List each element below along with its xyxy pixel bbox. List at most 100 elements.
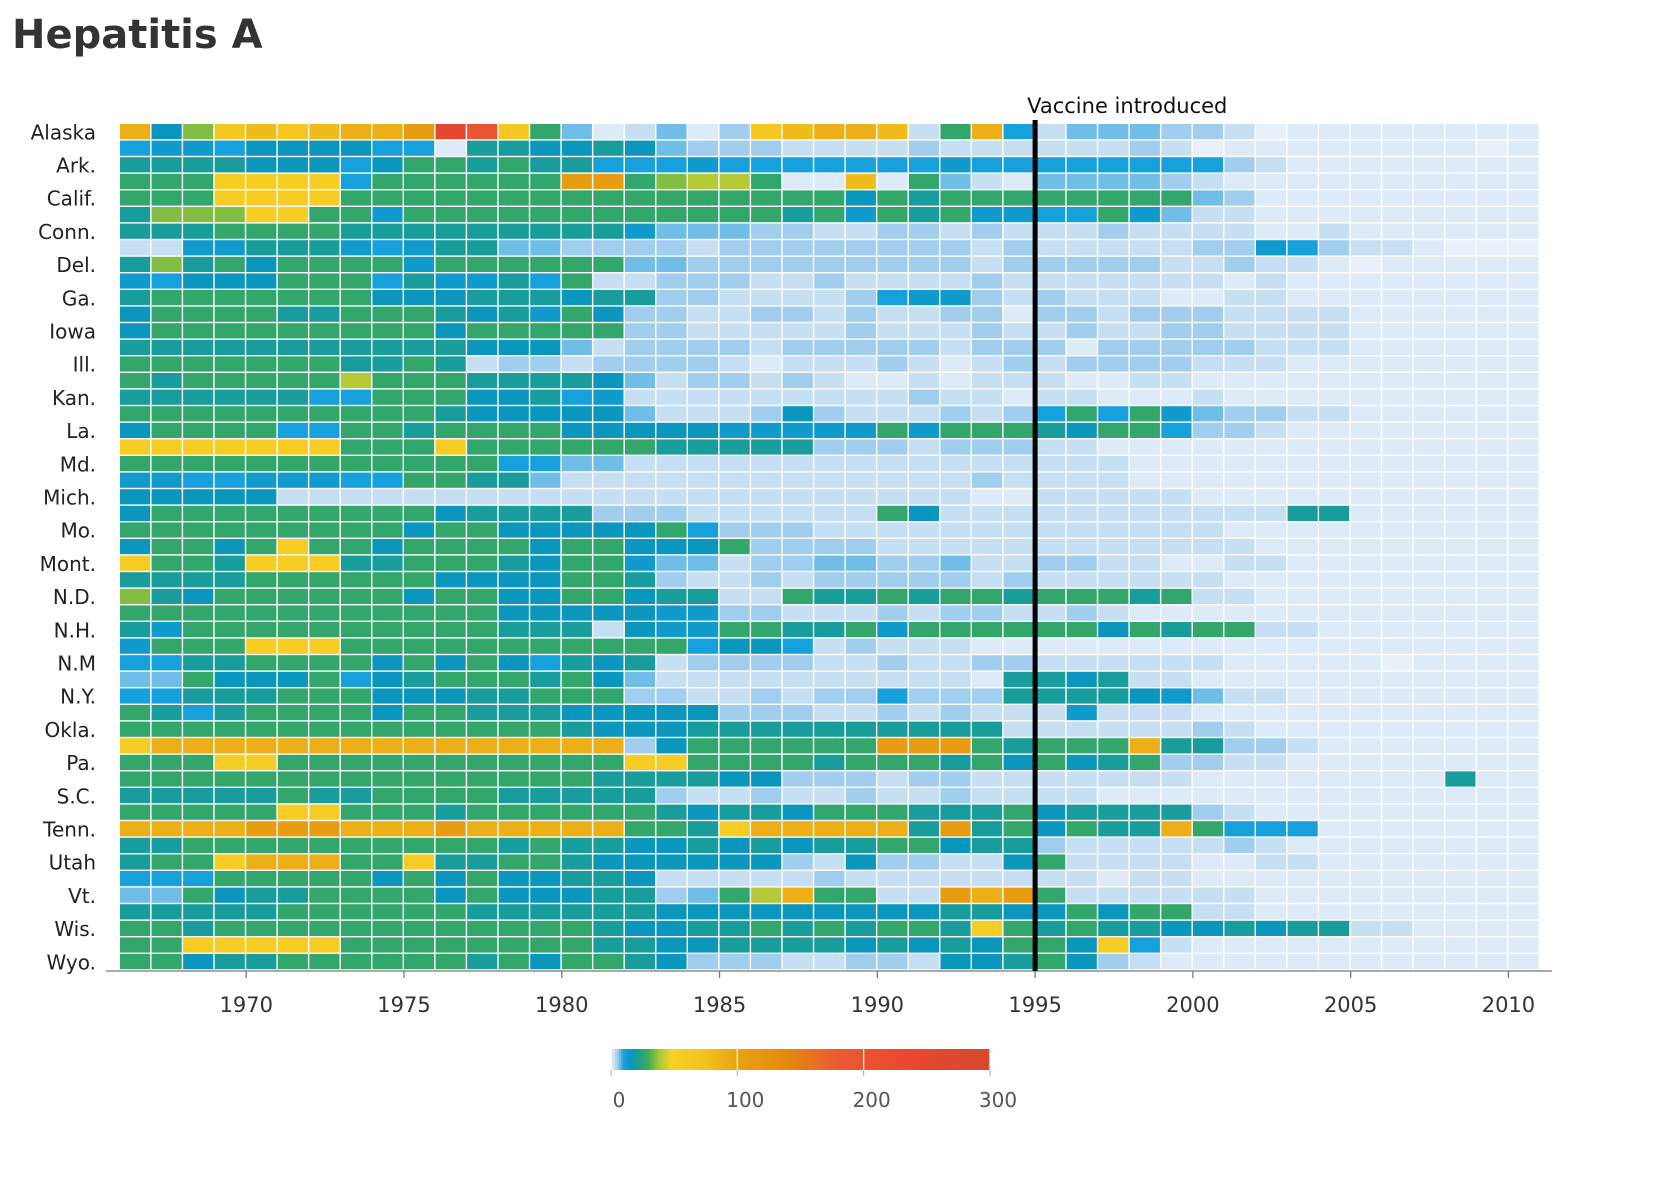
heatmap-cell bbox=[372, 622, 403, 638]
heatmap-cell bbox=[214, 671, 245, 687]
heatmap-cell bbox=[940, 472, 971, 488]
heatmap-cell bbox=[1476, 256, 1508, 272]
heatmap-cell bbox=[1445, 140, 1476, 156]
heatmap-cell bbox=[151, 124, 182, 140]
heatmap-cell bbox=[183, 622, 214, 638]
heatmap-cell bbox=[972, 721, 1003, 737]
heatmap-cell bbox=[624, 472, 656, 488]
heatmap-cell bbox=[404, 920, 435, 936]
heatmap-cell bbox=[908, 273, 940, 289]
heatmap-cell bbox=[372, 738, 403, 754]
heatmap-cell bbox=[1035, 323, 1066, 339]
heatmap-cell bbox=[183, 754, 214, 770]
heatmap-cell bbox=[656, 821, 687, 837]
heatmap-cell bbox=[1508, 273, 1539, 289]
heatmap-cell bbox=[751, 588, 782, 604]
heatmap-cell bbox=[183, 854, 214, 870]
heatmap-cell bbox=[1192, 290, 1224, 306]
heatmap-cell bbox=[719, 290, 750, 306]
heatmap-cell bbox=[277, 190, 308, 206]
heatmap-cell bbox=[845, 821, 876, 837]
heatmap-cell bbox=[183, 140, 214, 156]
heatmap-cell bbox=[719, 954, 750, 970]
heatmap-cell bbox=[1224, 389, 1255, 405]
heatmap-cell bbox=[877, 738, 908, 754]
heatmap-cell bbox=[688, 489, 719, 505]
heatmap-cell bbox=[404, 256, 435, 272]
heatmap-cell bbox=[435, 256, 466, 272]
heatmap-cell bbox=[277, 456, 308, 472]
legend-swatch bbox=[978, 1049, 981, 1070]
heatmap-cell bbox=[624, 754, 656, 770]
heatmap-cell bbox=[1035, 456, 1066, 472]
heatmap-cell bbox=[751, 871, 782, 887]
heatmap-cell bbox=[561, 173, 592, 189]
heatmap-cell bbox=[1098, 937, 1129, 953]
heatmap-cell bbox=[1319, 638, 1350, 654]
heatmap-cell bbox=[845, 406, 876, 422]
legend-swatch bbox=[958, 1049, 961, 1070]
heatmap-cell bbox=[624, 671, 656, 687]
heatmap-cell bbox=[845, 738, 876, 754]
heatmap-cell bbox=[1256, 555, 1287, 571]
heatmap-cell bbox=[1476, 887, 1508, 903]
heatmap-cell bbox=[467, 555, 498, 571]
heatmap-cell bbox=[372, 190, 403, 206]
heatmap-cell bbox=[467, 721, 498, 737]
heatmap-cell bbox=[561, 588, 592, 604]
heatmap-cell bbox=[972, 622, 1003, 638]
heatmap-cell bbox=[1066, 256, 1097, 272]
heatmap-cell bbox=[814, 821, 845, 837]
heatmap-cell bbox=[498, 240, 529, 256]
heatmap-cell bbox=[277, 522, 308, 538]
heatmap-cell bbox=[688, 572, 719, 588]
heatmap-cell bbox=[845, 256, 876, 272]
heatmap-cell bbox=[561, 937, 592, 953]
heatmap-cell bbox=[972, 821, 1003, 837]
heatmap-cell bbox=[908, 339, 940, 355]
heatmap-cell bbox=[1476, 705, 1508, 721]
heatmap-cell bbox=[624, 439, 656, 455]
heatmap-cell bbox=[719, 522, 750, 538]
heatmap-cell bbox=[972, 688, 1003, 704]
heatmap-cell bbox=[277, 588, 308, 604]
heatmap-cell bbox=[1066, 472, 1097, 488]
heatmap-cell bbox=[1319, 605, 1350, 621]
heatmap-cell bbox=[751, 854, 782, 870]
heatmap-cell bbox=[1287, 173, 1318, 189]
heatmap-cell bbox=[688, 522, 719, 538]
heatmap-cell bbox=[340, 605, 372, 621]
heatmap-cell bbox=[340, 522, 372, 538]
heatmap-cell bbox=[1224, 920, 1255, 936]
legend-swatch bbox=[832, 1049, 835, 1070]
heatmap-cell bbox=[751, 439, 782, 455]
heatmap-cell bbox=[593, 920, 624, 936]
legend-swatch bbox=[688, 1049, 692, 1070]
heatmap-cell bbox=[1003, 173, 1034, 189]
legend-swatch bbox=[706, 1049, 710, 1070]
heatmap-cell bbox=[719, 937, 750, 953]
heatmap-cell bbox=[972, 555, 1003, 571]
heatmap-cell bbox=[404, 854, 435, 870]
heatmap-cell bbox=[940, 655, 971, 671]
heatmap-cell bbox=[972, 439, 1003, 455]
heatmap-cell bbox=[782, 157, 813, 173]
heatmap-cell bbox=[1350, 688, 1381, 704]
heatmap-cell bbox=[719, 223, 750, 239]
heatmap-cell bbox=[309, 920, 340, 936]
heatmap-cell bbox=[719, 489, 750, 505]
heatmap-cell bbox=[1508, 256, 1539, 272]
heatmap-cell bbox=[372, 605, 403, 621]
legend-swatch bbox=[742, 1049, 746, 1070]
heatmap-cell bbox=[1476, 339, 1508, 355]
heatmap-cell bbox=[719, 339, 750, 355]
heatmap-cell bbox=[1319, 804, 1350, 820]
heatmap-cell bbox=[1413, 688, 1444, 704]
heatmap-cell bbox=[1508, 937, 1539, 953]
heatmap-cell bbox=[782, 223, 813, 239]
heatmap-cell bbox=[972, 323, 1003, 339]
legend-swatch bbox=[756, 1049, 760, 1070]
row-label: N.H. bbox=[54, 618, 96, 642]
heatmap-cell bbox=[530, 389, 561, 405]
heatmap-cell bbox=[1035, 605, 1066, 621]
